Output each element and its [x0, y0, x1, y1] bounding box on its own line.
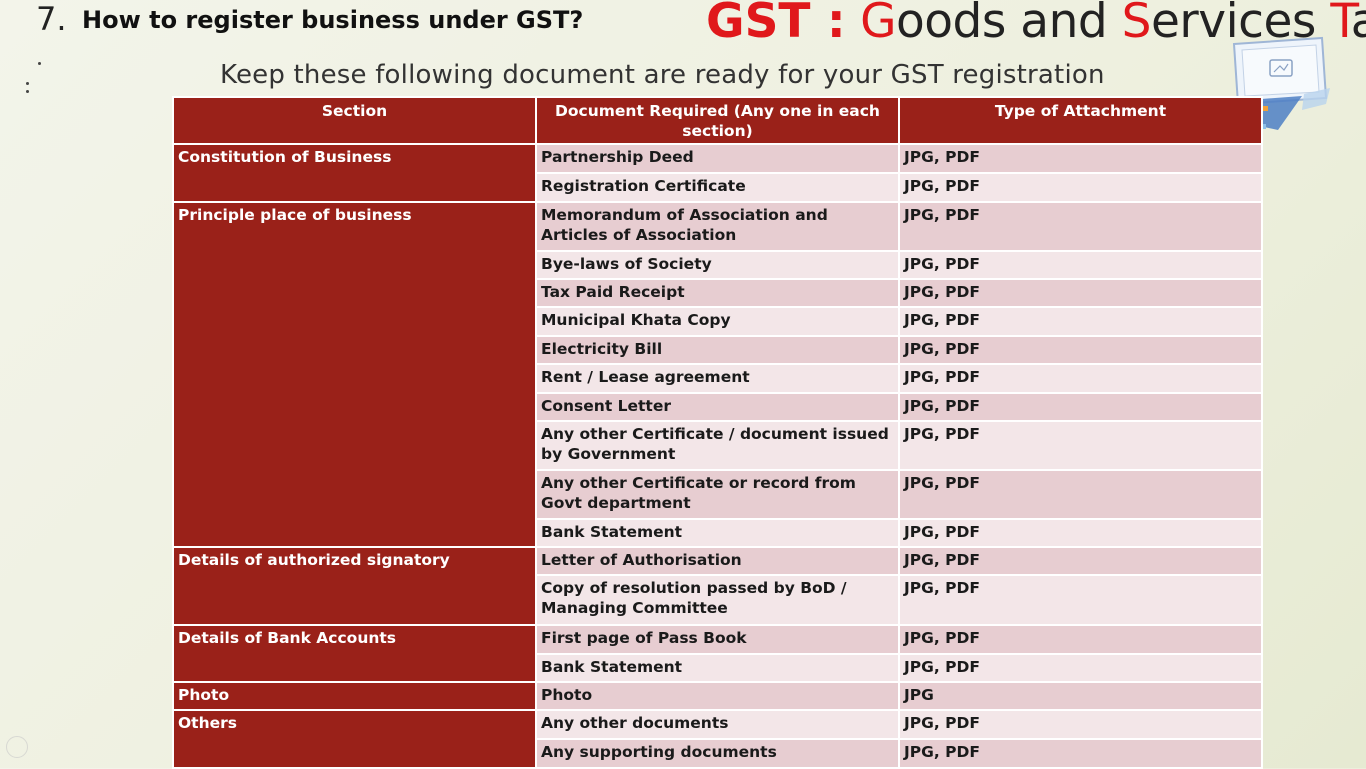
document-cell: Tax Paid Receipt [535, 278, 900, 308]
section-cell: Photo [172, 681, 537, 711]
table-row: Municipal Khata Copy JPG, PDF [173, 306, 1263, 337]
attachment-type-cell: JPG, PDF [898, 306, 1263, 337]
document-cell: Bank Statement [535, 518, 900, 548]
attachment-type-cell: JPG [898, 681, 1263, 711]
document-cell: Any other documents [535, 709, 900, 740]
table-row: Tax Paid Receipt JPG, PDF [173, 278, 1263, 308]
table-row: Photo Photo JPG [172, 681, 1263, 711]
attachment-type-cell: JPG, PDF [898, 363, 1263, 394]
slide-heading: How to register business under GST? [82, 6, 584, 34]
table-row: Any other Certificate / document issued … [173, 420, 1263, 471]
attachment-type-cell: JPG, PDF [898, 709, 1263, 740]
header-type-of-attachment: Type of Attachment [898, 96, 1263, 145]
brand-letter-s: S [1121, 0, 1152, 49]
brand-text-oods-and: oods and [896, 0, 1122, 49]
attachment-type-cell: JPG, PDF [898, 518, 1263, 548]
table-row: Principle place of business Memorandum of… [172, 201, 1263, 548]
section-cell: Constitution of Business [172, 143, 537, 203]
document-cell: Photo [535, 681, 900, 711]
document-cell: Electricity Bill [535, 335, 900, 365]
attachment-type-cell: JPG, PDF [898, 653, 1263, 683]
attachment-type-cell: JPG, PDF [898, 143, 1263, 174]
attachment-type-cell: JPG, PDF [898, 278, 1263, 308]
header-document-required: Document Required (Any one in each secti… [535, 96, 900, 145]
document-cell: Letter of Authorisation [535, 546, 900, 576]
document-cell: Any other Certificate or record from Gov… [535, 469, 900, 520]
table-row: Rent / Lease agreement JPG, PDF [173, 363, 1263, 394]
document-cell: Partnership Deed [535, 143, 900, 174]
table-row: Others Any other documents JPG, PDF [172, 709, 1263, 769]
table-row: Bye-laws of Society JPG, PDF [173, 250, 1263, 280]
document-cell: Any other Certificate / document issued … [535, 420, 900, 471]
table-row: Copy of resolution passed by BoD / Manag… [173, 574, 1263, 626]
table-row: Consent Letter JPG, PDF [173, 392, 1263, 422]
brand-letter-g: G [860, 0, 897, 49]
document-cell: Rent / Lease agreement [535, 363, 900, 394]
table-row: Details of Bank Accounts First page of Pa… [172, 624, 1263, 683]
brand-text-ax: ax [1350, 0, 1366, 49]
table-row: Bank Statement JPG, PDF [173, 518, 1263, 548]
attachment-type-cell: JPG, PDF [898, 335, 1263, 365]
document-cell: First page of Pass Book [535, 624, 900, 655]
attachment-type-cell: JPG, PDF [898, 738, 1263, 769]
brand-title: GST : Goods and Services Tax [706, 0, 1366, 50]
attachment-type-cell: JPG, PDF [898, 574, 1263, 626]
section-cell: Others [172, 709, 537, 769]
document-cell: Memorandum of Association and Articles o… [535, 201, 900, 252]
brand-gst: GST : [706, 0, 846, 49]
brand-letter-t: T [1330, 0, 1351, 49]
document-cell: Consent Letter [535, 392, 900, 422]
table-row: Any supporting documents JPG, PDF [173, 738, 1263, 769]
table-row: Electricity Bill JPG, PDF [173, 335, 1263, 365]
attachment-type-cell: JPG, PDF [898, 420, 1263, 471]
table-row: Bank Statement JPG, PDF [173, 653, 1263, 683]
document-cell: Bank Statement [535, 653, 900, 683]
nav-circle-icon[interactable] [6, 736, 28, 758]
attachment-type-cell: JPG, PDF [898, 201, 1263, 252]
table-row: Any other Certificate or record from Gov… [173, 469, 1263, 520]
table-row: Details of authorized signatory Letter of… [172, 546, 1263, 626]
document-cell: Copy of resolution passed by BoD / Manag… [535, 574, 900, 626]
header-section: Section [172, 96, 537, 145]
document-cell: Bye-laws of Society [535, 250, 900, 280]
document-cell: Any supporting documents [535, 738, 900, 769]
document-cell: Municipal Khata Copy [535, 306, 900, 337]
attachment-type-cell: JPG, PDF [898, 172, 1263, 203]
attachment-type-cell: JPG, PDF [898, 469, 1263, 520]
stray-dots [24, 56, 41, 100]
attachment-type-cell: JPG, PDF [898, 624, 1263, 655]
attachment-type-cell: JPG, PDF [898, 250, 1263, 280]
table-body: Constitution of Business Partnership Deed… [172, 143, 1263, 769]
table-row: Constitution of Business Partnership Deed… [172, 143, 1263, 203]
attachment-type-cell: JPG, PDF [898, 546, 1263, 576]
table-header-row: Section Document Required (Any one in ea… [172, 96, 1263, 145]
attachment-type-cell: JPG, PDF [898, 392, 1263, 422]
table-row: Registration Certificate JPG, PDF [173, 172, 1263, 203]
section-cell: Details of Bank Accounts [172, 624, 537, 683]
section-cell: Details of authorized signatory [172, 546, 537, 626]
documents-table: Section Document Required (Any one in ea… [172, 96, 1263, 769]
document-cell: Registration Certificate [535, 172, 900, 203]
slide-number: 7. [36, 0, 67, 38]
section-cell: Principle place of business [172, 201, 537, 548]
page-subtitle: Keep these following document are ready … [220, 60, 1105, 90]
